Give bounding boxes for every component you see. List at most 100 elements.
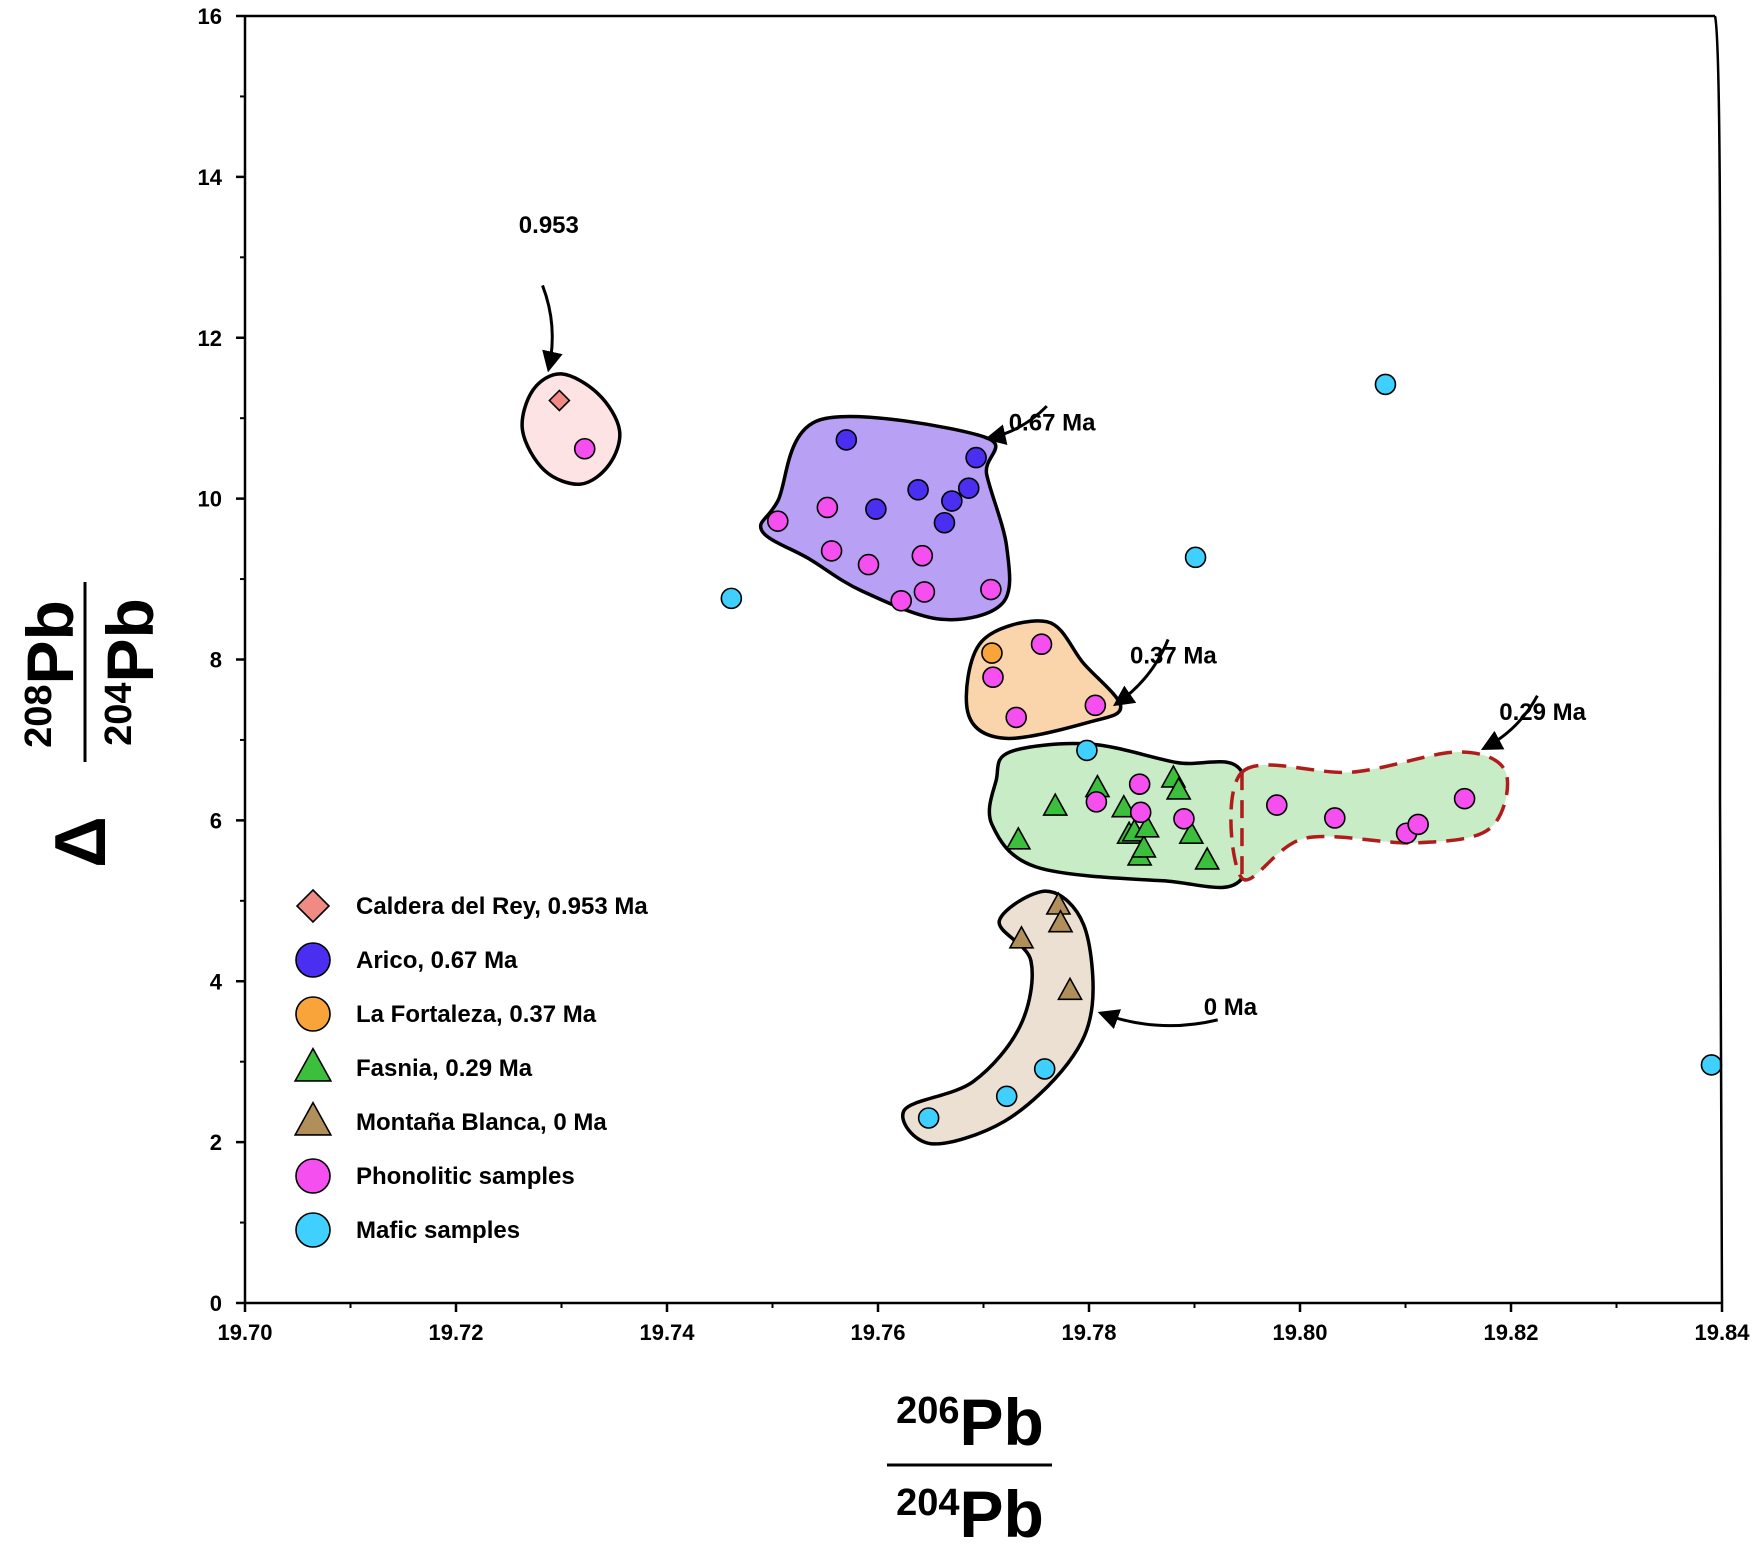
y-axis-title-numerator: 208Pb	[13, 600, 87, 748]
age-group-regions	[520, 372, 1510, 1146]
point-s4-12	[1178, 820, 1205, 845]
point-s2-6	[957, 477, 980, 499]
point-s6-10	[982, 666, 1004, 688]
point-s6-14	[1085, 791, 1108, 813]
annotation-label-4: 0.29 Ma	[1499, 699, 1586, 726]
y-tick-label-2: 2	[210, 1130, 222, 1155]
point-s7-6	[1184, 546, 1207, 569]
axes: 19.70 19.72 19.74 19.76 19.78 19.80 19.82 19.84…	[198, 4, 1751, 1345]
point-s4-2	[1042, 792, 1069, 816]
point-s2-7	[965, 446, 987, 469]
point-s6-13	[1084, 694, 1107, 717]
y-tick-label-1: 0	[210, 1291, 222, 1316]
point-s7-7	[1374, 373, 1397, 396]
point-s6-4	[820, 540, 843, 562]
point-s6-19	[1324, 807, 1346, 829]
point-s6-8	[890, 589, 913, 612]
x-axis-title-numerator: 206Pb	[896, 1385, 1044, 1459]
point-s4-9	[1134, 814, 1160, 838]
point-s2-1	[835, 429, 858, 451]
point-s6-1	[573, 437, 596, 460]
point-s2-4	[933, 511, 956, 534]
point-s7-5	[1076, 739, 1098, 762]
point-s4-1	[1005, 826, 1032, 850]
point-s6-16	[1129, 801, 1152, 824]
group-region-3	[964, 619, 1123, 741]
group-region-2	[758, 414, 1012, 622]
point-s7-4	[1033, 1058, 1056, 1080]
x-tick-label-5: 19.78	[1061, 1320, 1116, 1345]
point-s6-12	[1030, 633, 1053, 656]
annotation-arrow-1	[541, 284, 563, 373]
legend-marker-6	[295, 1158, 331, 1194]
data-points	[548, 373, 1723, 1129]
x-tick-label-1: 19.70	[217, 1320, 272, 1345]
x-numerator-element: Pb	[960, 1385, 1044, 1459]
legend-label-5: Montaña Blanca, 0 Ma	[356, 1109, 607, 1136]
legend-label-4: Fasnia, 0.29 Ma	[356, 1055, 533, 1082]
y-tick-label-3: 4	[210, 969, 223, 994]
annotation-arrows	[541, 284, 1539, 1030]
group-region-1	[520, 372, 622, 486]
x-tick-label-6: 19.80	[1272, 1320, 1327, 1345]
point-s6-3	[816, 496, 839, 519]
group-region-6	[901, 889, 1095, 1146]
legend-marker-3	[295, 996, 331, 1032]
right-frame-line	[1713, 15, 1724, 1304]
legend-label-2: Arico, 0.67 Ma	[356, 947, 518, 974]
point-s6-6	[911, 544, 934, 567]
x-tick-label-7: 19.82	[1483, 1320, 1538, 1345]
annotation-arrow-4	[1480, 694, 1539, 750]
legend-marker-7	[295, 1212, 331, 1248]
y-tick-label-8: 14	[198, 165, 223, 190]
point-s6-5	[857, 553, 880, 576]
point-s6-21	[1407, 813, 1429, 836]
x-tick-label-2: 19.72	[428, 1320, 483, 1345]
legend-marker-2	[295, 942, 331, 978]
point-s3-1	[981, 642, 1003, 664]
annotation-labels: 0.953 0.67 Ma 0.37 Ma 0.29 Ma 0 Ma	[519, 212, 1587, 1021]
point-s6-17	[1173, 807, 1195, 830]
legend-label-3: La Fortaleza, 0.37 Ma	[356, 1001, 597, 1028]
y-numerator-mass: 208	[18, 684, 60, 747]
y-tick-label-4: 6	[210, 808, 222, 833]
annotation-arrow-5	[1097, 1009, 1219, 1030]
annotation-arrow-3	[1112, 638, 1170, 707]
point-s5-3	[1047, 909, 1074, 933]
point-s5-4	[1057, 976, 1083, 1001]
y-denominator-mass: 204	[98, 682, 140, 745]
point-s2-2	[865, 498, 887, 520]
point-s6-22	[1453, 787, 1476, 810]
legend-label-7: Mafic samples	[356, 1217, 520, 1244]
x-denominator-mass: 204	[896, 1482, 959, 1524]
x-denominator-element: Pb	[960, 1477, 1044, 1551]
y-tick-label-7: 12	[198, 326, 222, 351]
point-s7-1	[720, 587, 743, 610]
annotation-label-1: 0.953	[519, 212, 579, 239]
point-s6-15	[1128, 773, 1151, 795]
legend-marker-1	[295, 888, 331, 924]
point-s6-7	[913, 581, 936, 603]
point-s7-2	[917, 1107, 940, 1129]
point-s4-8	[1130, 834, 1157, 858]
x-numerator-mass: 206	[896, 1390, 959, 1432]
y-numerator-element: Pb	[13, 600, 87, 684]
x-tick-label-3: 19.74	[639, 1320, 695, 1345]
annotation-label-3: 0.37 Ma	[1130, 643, 1217, 670]
point-s5-1	[1008, 925, 1035, 949]
point-s2-5	[941, 490, 963, 512]
point-s4-13	[1194, 846, 1221, 870]
legend-label-1: Caldera del Rey, 0.953 Ma	[356, 893, 648, 920]
legend-marker-5	[293, 1100, 333, 1136]
point-s6-9	[980, 578, 1002, 601]
annotation-arrow-2	[984, 405, 1048, 445]
point-s7-8	[1700, 1054, 1723, 1076]
point-s6-18	[1265, 794, 1288, 816]
legend: Caldera del Rey, 0.953 Ma Arico, 0.67 Ma L…	[293, 888, 648, 1248]
annotation-label-2: 0.67 Ma	[1009, 409, 1096, 436]
y-tick-label-5: 8	[210, 648, 222, 673]
x-tick-label-4: 19.76	[850, 1320, 905, 1345]
point-s6-2	[766, 510, 789, 532]
